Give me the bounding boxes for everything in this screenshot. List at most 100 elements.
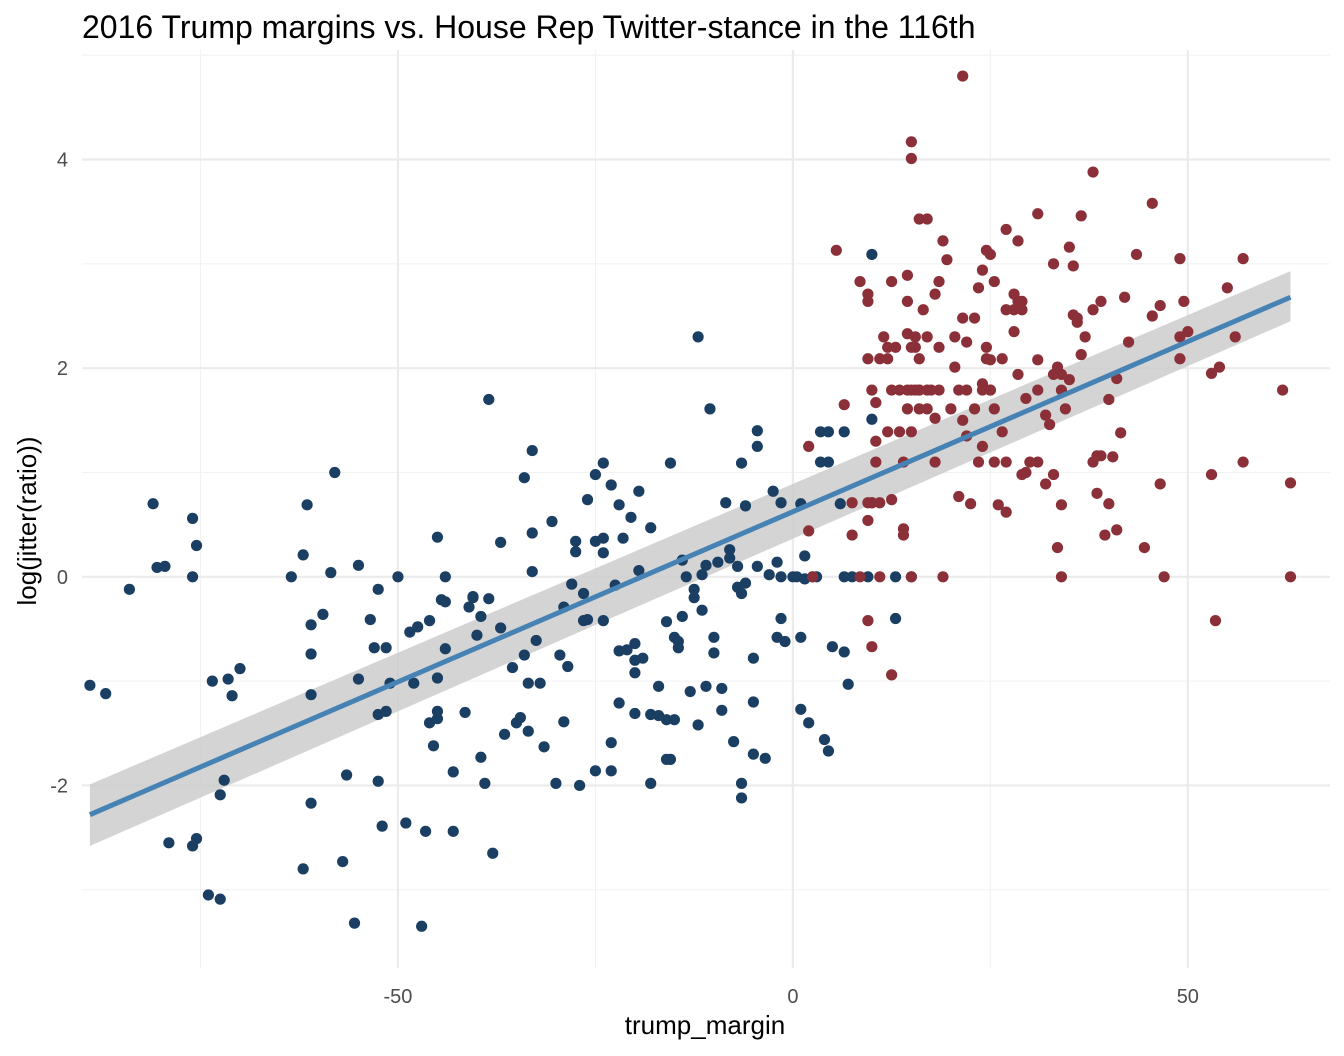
dem-point [775, 497, 786, 508]
rep-point [1020, 393, 1031, 404]
rep-point [1147, 310, 1158, 321]
dem-point [570, 546, 581, 557]
rep-point [997, 426, 1008, 437]
dem-point [223, 673, 234, 684]
x-tick-label: 0 [787, 986, 798, 1008]
rep-point [937, 571, 948, 582]
dem-point [373, 776, 384, 787]
rep-point [1080, 331, 1091, 342]
rep-point [929, 456, 940, 467]
dem-point [661, 616, 672, 627]
dem-point [614, 499, 625, 510]
dem-point [720, 497, 731, 508]
rep-point [989, 276, 1000, 287]
dem-point [305, 798, 316, 809]
rep-point [870, 456, 881, 467]
dem-point [448, 766, 459, 777]
dem-point [163, 837, 174, 848]
dem-point [523, 726, 534, 737]
rep-point [870, 436, 881, 447]
dem-point [483, 593, 494, 604]
dem-point [736, 458, 747, 469]
dem-point [100, 688, 111, 699]
rep-point [985, 249, 996, 260]
dem-point [700, 560, 711, 571]
rep-point [839, 399, 850, 410]
dem-point [416, 921, 427, 932]
dem-point [519, 649, 530, 660]
rep-point [1091, 488, 1102, 499]
rep-point [1285, 571, 1296, 582]
dem-point [432, 672, 443, 683]
rep-point [831, 245, 842, 256]
dem-point [839, 426, 850, 437]
rep-point [957, 312, 968, 323]
rep-point [1008, 326, 1019, 337]
rep-point [906, 571, 917, 582]
dem-point [732, 561, 743, 572]
dem-point [554, 649, 565, 660]
rep-point [1139, 542, 1150, 553]
y-axis-title: log(jitter(ratio)) [12, 436, 42, 605]
dem-point [795, 704, 806, 715]
dem-point [475, 611, 486, 622]
dem-point [775, 613, 786, 624]
dem-point [286, 571, 297, 582]
dem-point [768, 486, 779, 497]
rep-point [957, 70, 968, 81]
rep-point [882, 426, 893, 437]
dem-point [598, 547, 609, 558]
rep-point [1111, 524, 1122, 535]
rep-point [910, 331, 921, 342]
dem-point [752, 425, 763, 436]
dem-point [669, 714, 680, 725]
rep-point [1032, 384, 1043, 395]
dem-point [459, 707, 470, 718]
dem-point [748, 653, 759, 664]
rep-point [1032, 208, 1043, 219]
dem-point [550, 778, 561, 789]
dem-point [412, 621, 423, 632]
rep-point [922, 213, 933, 224]
rep-point [1119, 292, 1130, 303]
dem-point [625, 512, 636, 523]
rep-point [1230, 331, 1241, 342]
rep-point [862, 353, 873, 364]
rep-point [961, 384, 972, 395]
dem-point [440, 643, 451, 654]
dem-point [507, 662, 518, 673]
rep-point [961, 336, 972, 347]
rep-point [922, 331, 933, 342]
rep-point [1103, 498, 1114, 509]
rep-point [906, 426, 917, 437]
rep-point [1107, 451, 1118, 462]
dem-point [392, 571, 403, 582]
dem-point [124, 584, 135, 595]
dem-point [606, 737, 617, 748]
dem-point [495, 622, 506, 633]
rep-point [973, 456, 984, 467]
rep-point [1277, 384, 1288, 395]
rep-point [1012, 369, 1023, 380]
dem-point [329, 467, 340, 478]
rep-point [1087, 304, 1098, 315]
dem-point [617, 533, 628, 544]
rep-point [1238, 456, 1249, 467]
rep-point [1174, 253, 1185, 264]
rep-point [1087, 166, 1098, 177]
dem-point [843, 679, 854, 690]
dem-point [219, 775, 230, 786]
dem-point [215, 789, 226, 800]
dem-point [234, 663, 245, 674]
y-tick-label: 4 [57, 150, 68, 172]
rep-point [1072, 312, 1083, 323]
dem-point [305, 648, 316, 659]
dem-point [693, 331, 704, 342]
dem-point [712, 557, 723, 568]
dem-point [302, 499, 313, 510]
rep-point [1159, 571, 1170, 582]
rep-point [1044, 419, 1055, 430]
rep-point [886, 669, 897, 680]
dem-point [748, 696, 759, 707]
